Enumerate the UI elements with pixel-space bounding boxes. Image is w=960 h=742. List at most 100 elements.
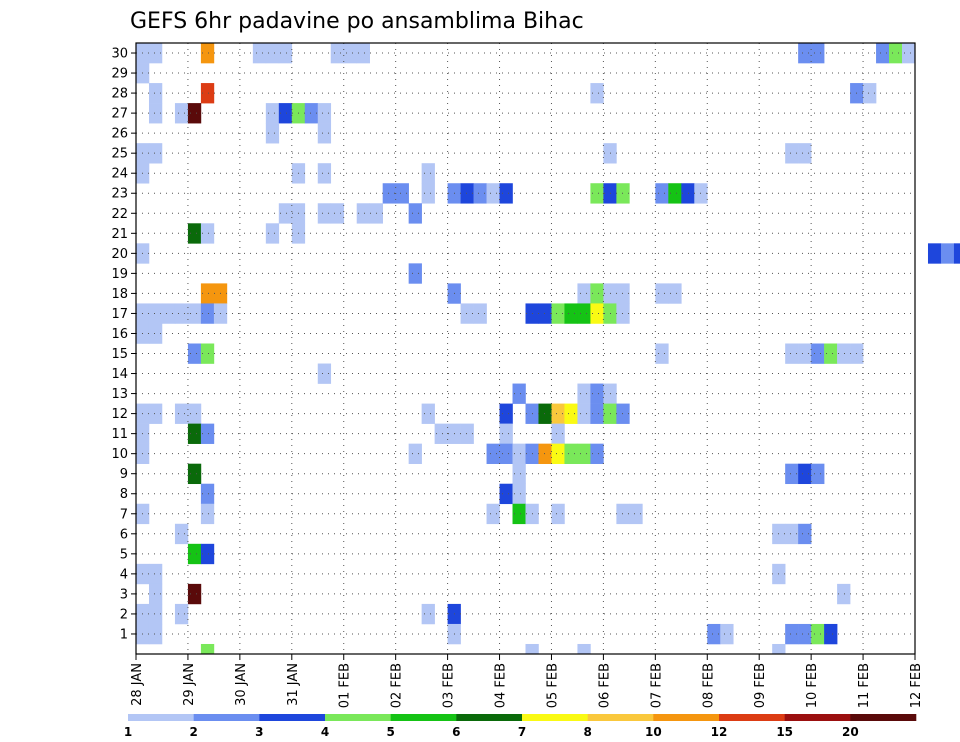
- heatmap-cell: [889, 43, 903, 64]
- heatmap-cell: [551, 303, 565, 324]
- heatmap-cell: [953, 243, 960, 264]
- heatmap-cell: [512, 383, 526, 404]
- heatmap-cell: [590, 403, 604, 424]
- y-tick-label: 27: [111, 107, 128, 122]
- heatmap-cell: [577, 643, 591, 654]
- colorbar-segment: [325, 714, 391, 721]
- heatmap-cell: [460, 423, 474, 444]
- heatmap-cell: [174, 403, 189, 424]
- heatmap-cell: [551, 503, 565, 525]
- heatmap-cell: [265, 123, 280, 144]
- heatmap-cell: [499, 483, 513, 505]
- y-tick-label: 1: [120, 627, 128, 642]
- x-tick-label: 09 FEB: [753, 663, 768, 708]
- chart-title: GEFS 6hr padavine po ansamblima Bihac: [130, 9, 584, 34]
- heatmap-cell: [837, 583, 851, 605]
- colorbar-label: 5: [386, 725, 394, 739]
- heatmap-cell: [577, 383, 591, 404]
- colorbar-segment: [784, 714, 851, 721]
- heatmap-cells: [136, 43, 960, 654]
- heatmap-cell: [473, 183, 487, 204]
- y-tick-label: 3: [120, 587, 128, 602]
- heatmap-cell: [940, 243, 955, 264]
- heatmap-cell: [798, 523, 812, 545]
- heatmap-cell: [265, 223, 280, 244]
- x-axis: 28 JAN 29 JAN 30 JAN 31 JAN 01 FEB 02 FEB 03 F…: [130, 654, 924, 708]
- colorbar-label: 10: [645, 725, 662, 739]
- heatmap-cell: [720, 623, 734, 645]
- heatmap-cell: [538, 303, 552, 324]
- heatmap-cell: [590, 383, 604, 404]
- heatmap-cell: [174, 303, 189, 324]
- heatmap-cell: [512, 503, 526, 525]
- heatmap-cell: [590, 183, 604, 204]
- heatmap-cell: [798, 343, 812, 364]
- heatmap-cell: [785, 343, 799, 364]
- colorbar-segment: [587, 714, 654, 721]
- y-tick-label: 16: [111, 327, 128, 342]
- heatmap-cell: [382, 183, 396, 204]
- heatmap-cell: [551, 423, 565, 444]
- colorbar-segment: [193, 714, 260, 721]
- heatmap-cell: [629, 503, 643, 525]
- heatmap-cell: [551, 403, 565, 424]
- heatmap-cell: [486, 503, 500, 525]
- heatmap-cell: [577, 443, 591, 464]
- heatmap-cell: [525, 643, 539, 654]
- y-tick-label: 2: [120, 607, 128, 622]
- heatmap-cell: [408, 203, 422, 224]
- y-tick-label: 6: [120, 527, 128, 542]
- colorbar-segment: [456, 714, 523, 721]
- heatmap-cell: [460, 183, 474, 204]
- y-tick-label: 28: [111, 87, 128, 102]
- heatmap-cell: [265, 43, 280, 64]
- heatmap-cell: [356, 203, 370, 224]
- heatmap-cell: [278, 203, 293, 224]
- y-tick-label: 22: [111, 207, 128, 222]
- heatmap-cell: [798, 623, 812, 645]
- heatmap-cell: [408, 263, 422, 284]
- heatmap-cell: [330, 203, 345, 224]
- y-tick-label: 8: [120, 487, 128, 502]
- heatmap-cell: [811, 623, 825, 645]
- heatmap-cell: [278, 103, 293, 124]
- x-tick-label: 10 FEB: [805, 663, 820, 708]
- heatmap-cell: [161, 303, 176, 324]
- y-tick-label: 9: [120, 467, 128, 482]
- heatmap-cell: [200, 543, 215, 565]
- heatmap-cell: [785, 523, 799, 545]
- heatmap-cell: [564, 443, 578, 464]
- heatmap-cell: [148, 303, 163, 324]
- y-tick-label: 26: [111, 127, 128, 142]
- heatmap-cell: [551, 443, 565, 464]
- heatmap-cell: [798, 463, 812, 485]
- heatmap-cell: [200, 283, 215, 304]
- colorbar: 1 2 3 4 5 6 7 8 10 12 15 20: [124, 714, 917, 739]
- heatmap-cell: [174, 103, 189, 124]
- x-tick-label: 12 FEB: [909, 663, 924, 708]
- heatmap-cell: [187, 103, 202, 124]
- colorbar-segment: [128, 714, 194, 721]
- heatmap-cell: [174, 603, 189, 625]
- heatmap-cell: [577, 303, 591, 324]
- heatmap-cell: [148, 403, 163, 424]
- heatmap-cell: [590, 443, 604, 464]
- x-tick-label: 04 FEB: [494, 663, 509, 708]
- heatmap-cell: [577, 283, 591, 304]
- heatmap-cell: [200, 223, 215, 244]
- heatmap-cell: [200, 303, 215, 324]
- colorbar-segment: [522, 714, 588, 721]
- heatmap-cell: [330, 43, 345, 64]
- y-tick-label: 5: [120, 547, 128, 562]
- heatmap-cell: [590, 283, 604, 304]
- y-tick-label: 29: [111, 67, 128, 82]
- heatmap-cell: [655, 283, 669, 304]
- heatmap-cell: [174, 523, 189, 545]
- heatmap-cell: [356, 43, 370, 64]
- heatmap-cell: [278, 43, 293, 64]
- x-tick-label: 30 JAN: [234, 663, 249, 706]
- colorbar-label: 12: [711, 725, 728, 739]
- heatmap-cell: [798, 143, 812, 164]
- heatmap-cell: [148, 583, 163, 605]
